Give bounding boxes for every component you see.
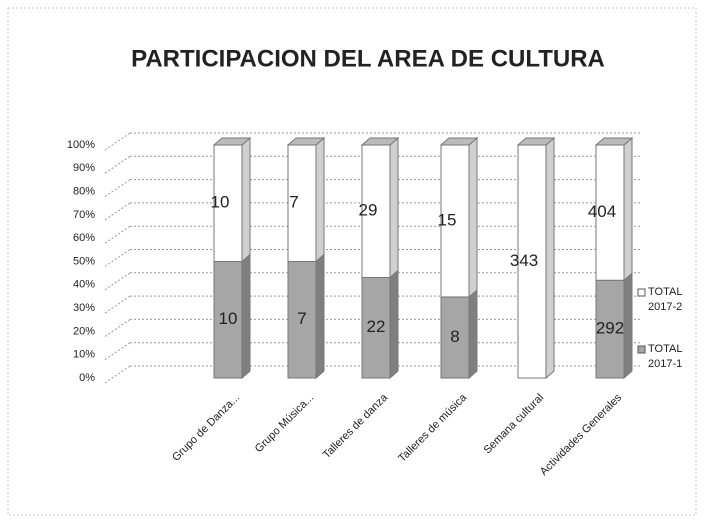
y-tick-label: 30% [73,302,95,314]
bar-segment [287,144,317,262]
bar-segment [595,144,625,281]
grid-line [104,365,131,384]
y-tick-label: 90% [73,162,95,174]
y-tick-label: 40% [73,279,95,291]
x-tick-label: Semana cultural [481,392,546,457]
data-label: 343 [510,251,538,270]
data-label: 292 [596,319,624,338]
data-label: 8 [450,327,459,346]
data-label: 10 [219,309,238,328]
data-label: 7 [289,193,298,212]
y-tick-label: 50% [73,255,95,267]
grid-line [104,342,131,361]
y-tick-label: 70% [73,209,95,221]
bar-side [468,136,478,299]
legend-swatch [637,345,646,354]
grid-line [104,155,131,174]
bar-segment [213,144,243,262]
x-tick-label: Talleres de música [396,391,470,465]
bar-top [360,137,400,146]
x-tick-label: Grupo de Danza... [170,392,242,464]
bar-side [623,136,633,282]
y-tick-label: 100% [67,139,95,151]
legend-entry: TOTAL 2017-1 [648,343,683,370]
bar-side [389,269,399,380]
data-label: 404 [588,202,616,221]
grid-line [104,179,131,198]
chart-title: PARTICIPACION DEL AREA DE CULTURA [131,45,605,72]
data-label: 29 [359,201,378,220]
bar-top [594,137,634,146]
bar-side [468,288,478,380]
grid-line [104,295,131,314]
bar-top [439,137,479,146]
legend-swatch [637,288,646,297]
y-tick-label: 0% [79,372,95,384]
bar-side [545,136,555,380]
bar-side [315,253,325,380]
bar-side [315,136,325,263]
x-tick-label: Grupo Música... [253,392,316,455]
y-tick-label: 80% [73,186,95,198]
bar-side [389,136,399,279]
data-label: 15 [438,210,457,229]
data-label: 7 [297,309,306,328]
legend-entry: TOTAL 2017-2 [648,286,683,313]
grid-line [104,249,131,267]
bar-side [623,272,633,380]
bar-side [241,253,251,380]
x-tick-label: Actividades Generales [538,391,625,478]
grid-line [104,132,131,151]
x-tick-label: Talleres de danza [321,391,391,461]
grid-line [104,202,131,221]
grid-line [104,272,131,291]
data-label: 22 [367,317,386,336]
bar-segment [287,261,317,379]
chart-border [7,7,697,516]
y-tick-label: 20% [73,325,95,337]
bar-top [286,137,326,146]
bar-side [241,136,251,263]
bar-top [516,137,556,146]
bar-top [212,137,252,146]
data-label: 10 [211,193,230,212]
y-tick-label: 10% [73,349,95,361]
grid-line [104,225,131,244]
y-tick-label: 60% [73,232,95,244]
grid-line [104,318,131,337]
